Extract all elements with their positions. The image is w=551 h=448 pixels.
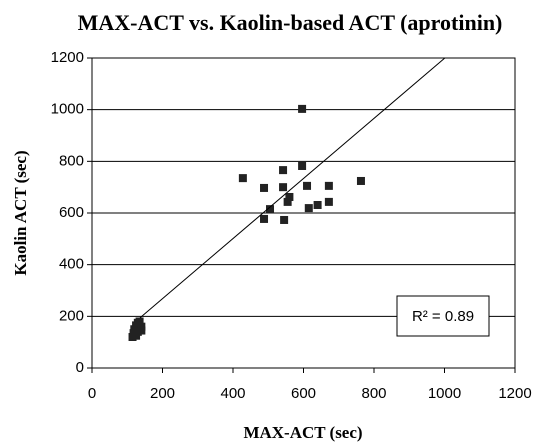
- y-tick-label: 1000: [51, 101, 84, 118]
- y-tick-label: 200: [59, 307, 84, 324]
- point: [324, 197, 333, 206]
- y-tick-label: 1200: [51, 49, 84, 66]
- y-tick-label: 400: [59, 256, 84, 273]
- point: [238, 174, 247, 183]
- point: [266, 205, 275, 214]
- point: [324, 181, 333, 190]
- point: [132, 331, 141, 340]
- trendline: [139, 58, 446, 319]
- x-tick-label: 800: [361, 385, 386, 402]
- point: [260, 183, 269, 192]
- x-tick-label: 1200: [498, 385, 531, 402]
- point: [298, 104, 307, 113]
- x-tick-label: 400: [220, 385, 245, 402]
- annotation-box: [396, 295, 490, 337]
- x-tick-label: 200: [150, 385, 175, 402]
- x-tick-label: 1000: [428, 385, 461, 402]
- point: [283, 197, 292, 206]
- point: [298, 161, 307, 170]
- chart-title: MAX-ACT vs. Kaolin-based ACT (aprotinin): [78, 10, 503, 35]
- x-tick-label: 600: [291, 385, 316, 402]
- y-tick-label: 0: [76, 359, 84, 376]
- point: [135, 317, 144, 326]
- point: [279, 183, 288, 192]
- point: [303, 181, 312, 190]
- y-tick-label: 800: [59, 152, 84, 169]
- x-tick-label: 0: [88, 385, 96, 402]
- y-axis-label: Kaolin ACT (sec): [11, 150, 30, 275]
- annotation: R² = 0.89: [412, 308, 474, 325]
- point: [279, 166, 288, 175]
- x-axis-label: MAX-ACT (sec): [243, 423, 362, 442]
- point: [356, 176, 365, 185]
- plot-frame: [91, 57, 516, 369]
- y-tick-label: 600: [59, 204, 84, 221]
- point: [313, 200, 322, 209]
- point: [280, 215, 289, 224]
- point: [304, 204, 313, 213]
- point: [285, 192, 294, 201]
- point: [260, 214, 269, 223]
